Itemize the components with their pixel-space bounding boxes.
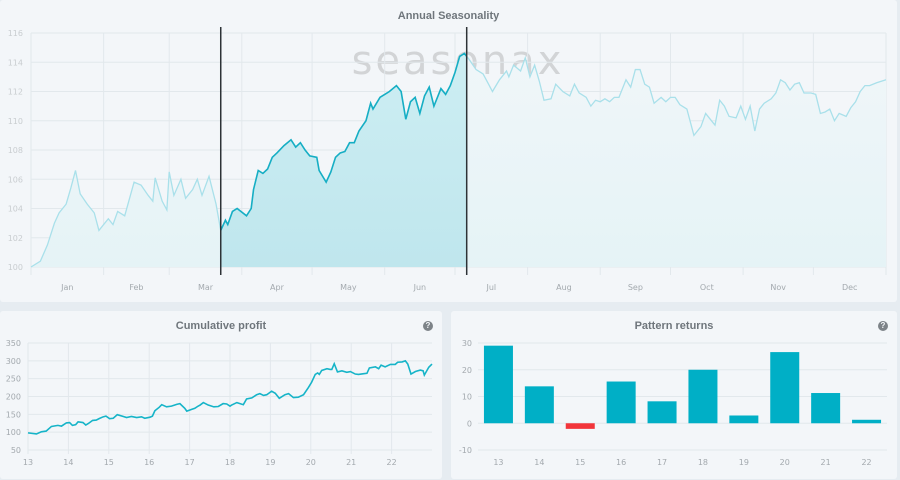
- return-bar-17: [647, 401, 677, 424]
- chart-title: Cumulative profit: [175, 320, 267, 332]
- help-icon[interactable]: ?: [423, 321, 433, 331]
- y-tick-label: 30: [462, 339, 472, 348]
- cumulative-profit-panel: Cumulative profit ?: [0, 311, 442, 479]
- x-tick-label: 14: [534, 458, 544, 467]
- month-label: May: [340, 283, 357, 292]
- y-tick-label: 106: [8, 175, 23, 184]
- chart-title: Pattern returns: [634, 320, 714, 332]
- y-tick-label: 300: [6, 357, 21, 366]
- y-tick-label: 50: [11, 446, 21, 455]
- x-tick-label: 14: [63, 458, 73, 467]
- month-label: Mar: [198, 283, 214, 292]
- month-label: Dec: [842, 283, 857, 292]
- x-tick-label: 21: [821, 458, 831, 467]
- y-tick-label: 114: [8, 58, 23, 67]
- return-bar-22: [852, 419, 882, 424]
- month-label: Jul: [485, 283, 496, 292]
- month-label: Jun: [413, 283, 427, 292]
- month-label: Apr: [270, 283, 285, 292]
- x-tick-label: 18: [225, 458, 235, 467]
- month-label: Oct: [700, 283, 714, 292]
- y-tick-label: 150: [6, 410, 21, 419]
- return-bar-14: [524, 386, 554, 424]
- y-tick-label: 10: [462, 393, 472, 402]
- month-label: Sep: [628, 283, 643, 292]
- y-tick-label: 110: [8, 117, 23, 126]
- x-tick-label: 20: [780, 458, 790, 467]
- y-tick-label: 108: [8, 146, 23, 155]
- highlighted-pattern: [220, 52, 467, 267]
- x-tick-label: 15: [104, 458, 114, 467]
- x-tick-label: 17: [657, 458, 667, 467]
- y-tick-label: 104: [8, 205, 23, 214]
- x-tick-label: 13: [493, 458, 503, 467]
- x-tick-label: 22: [861, 458, 871, 467]
- return-bar-21: [811, 393, 841, 424]
- x-tick-label: 19: [265, 458, 275, 467]
- cumulative-profit-line: [27, 359, 433, 435]
- month-label: Nov: [770, 283, 786, 292]
- x-tick-label: 17: [185, 458, 195, 467]
- y-tick-label: 20: [462, 366, 472, 375]
- month-label: Jan: [60, 283, 73, 292]
- return-bar-15: [565, 423, 595, 429]
- x-tick-label: 21: [346, 458, 356, 467]
- y-tick-label: 102: [8, 234, 23, 243]
- x-tick-label: 15: [575, 458, 585, 467]
- return-bar-18: [688, 369, 718, 424]
- y-tick-label: 350: [6, 339, 21, 348]
- x-tick-label: 20: [306, 458, 316, 467]
- y-tick-label: -10: [459, 446, 472, 455]
- month-label: Feb: [129, 283, 143, 292]
- return-bar-19: [729, 415, 759, 424]
- x-tick-label: 18: [698, 458, 708, 467]
- seasonality-line-highlight: [220, 52, 467, 233]
- y-tick-label: 116: [8, 29, 23, 38]
- return-bar-20: [770, 352, 800, 424]
- seasonality-area-highlight: [220, 53, 467, 267]
- help-icon[interactable]: ?: [878, 321, 888, 331]
- y-tick-label: 200: [6, 393, 21, 402]
- y-tick-label: 100: [8, 263, 23, 272]
- x-tick-label: 22: [387, 458, 397, 467]
- return-bar-16: [606, 381, 636, 424]
- chart-title: Annual Seasonality: [397, 10, 500, 22]
- month-label: Aug: [556, 283, 572, 292]
- y-tick-label: 112: [8, 88, 23, 97]
- x-tick-label: 13: [23, 458, 33, 467]
- x-tick-label: 16: [616, 458, 626, 467]
- x-tick-label: 16: [144, 458, 154, 467]
- y-tick-label: 250: [6, 375, 21, 384]
- return-bar-13: [483, 345, 513, 424]
- y-tick-label: 0: [467, 419, 472, 428]
- x-tick-label: 19: [739, 458, 749, 467]
- y-tick-label: 100: [6, 428, 21, 437]
